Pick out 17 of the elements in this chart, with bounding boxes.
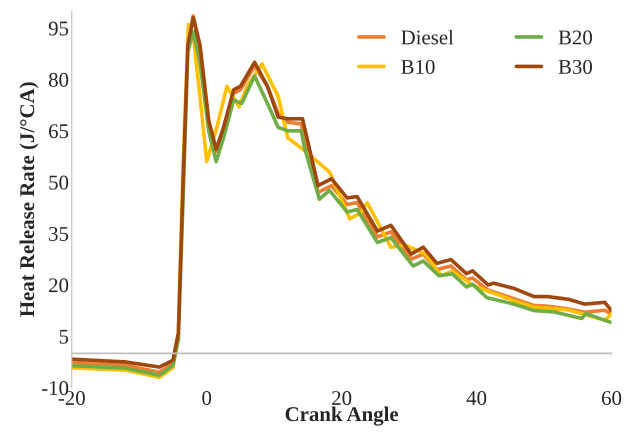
x-tick-label: 20 [332,391,352,406]
legend-label: B10 [401,60,435,74]
legend-label: B20 [558,30,592,44]
y-tick-label: 20 [49,278,68,292]
y-tick-label: 80 [48,72,68,87]
y-axis-title: Heat Release Rate (J/°CA) [20,82,38,317]
y-tick-label: 65 [49,124,68,138]
x-tick-label: 0 [202,391,212,406]
y-tick-label: 5 [60,330,68,344]
x-tick-label: 40 [466,391,486,406]
y-tick-label: 50 [49,176,68,190]
x-tick-label: 60 [602,391,622,406]
x-axis-title: Crank Angle [286,406,398,426]
legend-label: Diesel [401,30,454,44]
y-tick-label: 95 [48,22,68,36]
y-tick-label: 35 [49,226,68,241]
legend-label: B30 [558,60,592,74]
